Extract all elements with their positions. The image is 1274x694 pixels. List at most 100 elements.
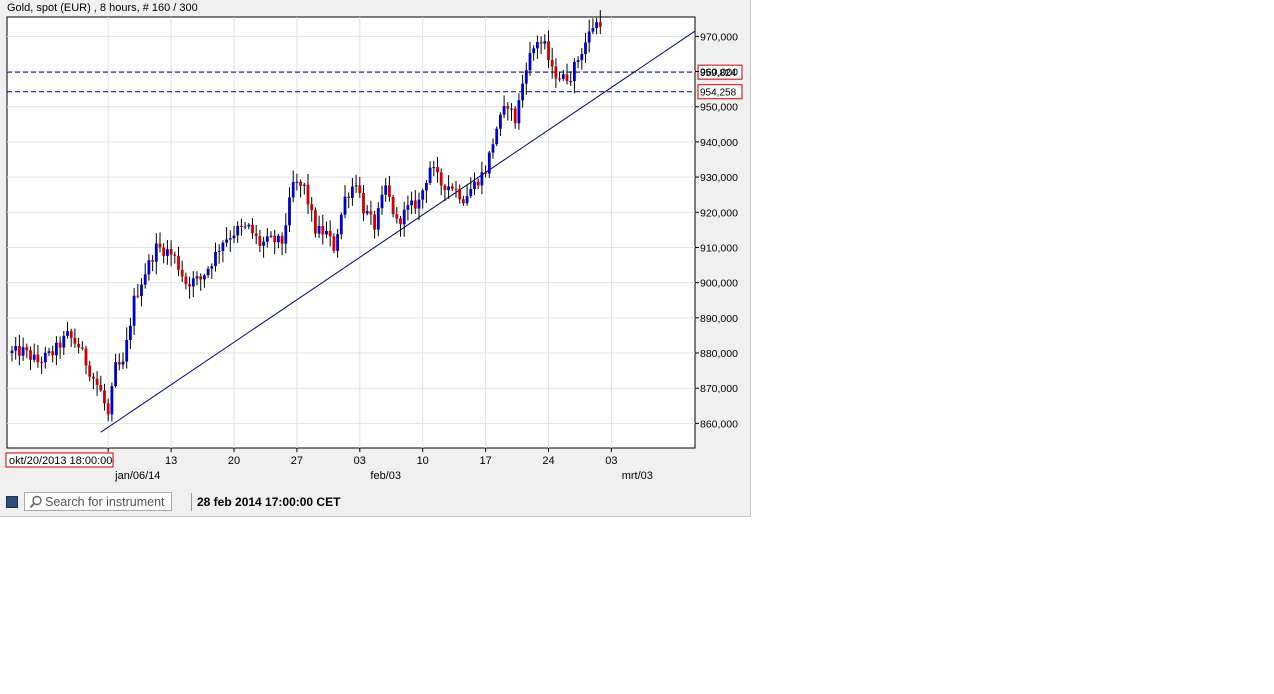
candle-body	[388, 185, 391, 197]
candle-body	[243, 226, 247, 228]
candle-body	[251, 224, 254, 234]
level-label-box	[697, 64, 743, 80]
candle-body	[77, 343, 80, 348]
candle-body	[80, 347, 84, 349]
candle-body	[554, 66, 558, 79]
x-tick-label: 24	[542, 455, 554, 467]
candle-body	[558, 78, 561, 80]
level-label: 954,258	[700, 88, 737, 99]
candle-body	[436, 167, 439, 173]
x-month-label: mrt/03	[622, 470, 653, 482]
level-label-box	[697, 84, 743, 100]
candle-body	[499, 114, 502, 129]
candle-body	[384, 185, 388, 195]
candle-body	[99, 384, 103, 391]
candle-body	[203, 275, 206, 280]
candle-body	[206, 268, 210, 276]
candle-body	[417, 199, 421, 209]
candle-body	[217, 250, 221, 252]
candle-body	[536, 42, 539, 49]
candle-body	[69, 331, 73, 338]
candle-body	[532, 48, 536, 54]
candle-body	[447, 186, 450, 191]
candle-body	[476, 181, 480, 186]
candle-body	[547, 41, 550, 61]
series-color-swatch[interactable]	[6, 496, 18, 508]
candle-body	[40, 362, 43, 364]
start-date-label: okt/20/2013 18:00:00	[9, 455, 112, 467]
candle-body	[443, 185, 447, 191]
y-tick-label: 960,000	[700, 67, 738, 79]
candle-body	[25, 347, 29, 351]
chart-panel: Gold, spot (EUR) , 8 hours, # 160 / 300 …	[0, 0, 751, 517]
candle-body	[299, 181, 302, 186]
candle-body	[543, 41, 547, 44]
candle-body	[84, 348, 88, 366]
start-date-box	[5, 452, 114, 468]
candle-body	[513, 108, 517, 124]
candle-body	[573, 61, 576, 82]
candle-body	[521, 83, 524, 101]
chart-canvas[interactable]: 959,824 954,258 860,000 870,000 880,000 890,…	[0, 0, 750, 490]
trendline	[100, 30, 696, 433]
y-tick-label: 920,000	[700, 207, 738, 219]
candle-body	[336, 234, 339, 251]
trendline-layer	[100, 30, 696, 433]
candle-body	[587, 31, 591, 43]
candle-body	[484, 172, 487, 174]
horizontal-lines: 959,824 954,258	[7, 64, 743, 100]
x-month-label: jan/06/14	[114, 470, 160, 482]
candle-body	[580, 54, 584, 61]
candle-body	[140, 284, 143, 296]
candle-body	[114, 362, 117, 387]
candle-body	[288, 197, 291, 226]
separator	[191, 493, 192, 511]
candle-body	[129, 325, 132, 341]
candle-body	[62, 335, 66, 348]
candle-body	[528, 53, 532, 71]
candle-body	[510, 108, 513, 110]
candle-body	[240, 225, 243, 227]
candle-body	[539, 42, 543, 44]
candle-body	[55, 342, 58, 356]
y-tick-label: 970,000	[700, 31, 738, 43]
level-label: 959,824	[700, 68, 737, 79]
candle-body	[210, 266, 214, 269]
candle-body	[373, 214, 376, 230]
candle-body	[247, 224, 251, 227]
x-month-label: feb/03	[370, 470, 401, 482]
candle-body	[110, 386, 114, 415]
x-tick-label: 13	[165, 455, 177, 467]
candle-body	[88, 365, 92, 377]
candle-body	[277, 235, 280, 243]
candle-body	[314, 210, 317, 234]
candle-body	[173, 254, 177, 256]
y-tick-label: 950,000	[700, 102, 738, 114]
y-axis: 860,000 870,000 880,000 890,000 900,000 910,0…	[695, 31, 738, 430]
candle-body	[47, 351, 51, 353]
search-input[interactable]	[45, 494, 171, 509]
candle-body	[21, 347, 25, 356]
candle-body	[465, 196, 469, 204]
y-tick-label: 880,000	[700, 348, 738, 360]
candle-body	[147, 260, 151, 275]
candle-body	[262, 241, 265, 246]
candle-body	[569, 81, 573, 83]
candle-body	[358, 185, 362, 193]
candle-body	[95, 378, 99, 385]
y-tick-label: 930,000	[700, 172, 738, 184]
candle-body	[462, 199, 465, 204]
candle-body	[351, 186, 354, 198]
candle-body	[254, 233, 258, 237]
candle-body	[517, 100, 521, 124]
search-box[interactable]	[24, 492, 172, 511]
y-tick-label: 900,000	[700, 278, 738, 290]
candle-body	[18, 346, 21, 356]
candle-body	[32, 354, 36, 360]
candle-body	[66, 331, 69, 336]
candle-body	[180, 269, 184, 277]
candle-body	[236, 225, 240, 236]
candle-body	[565, 74, 569, 82]
candle-body	[43, 352, 47, 363]
candles	[10, 10, 602, 422]
